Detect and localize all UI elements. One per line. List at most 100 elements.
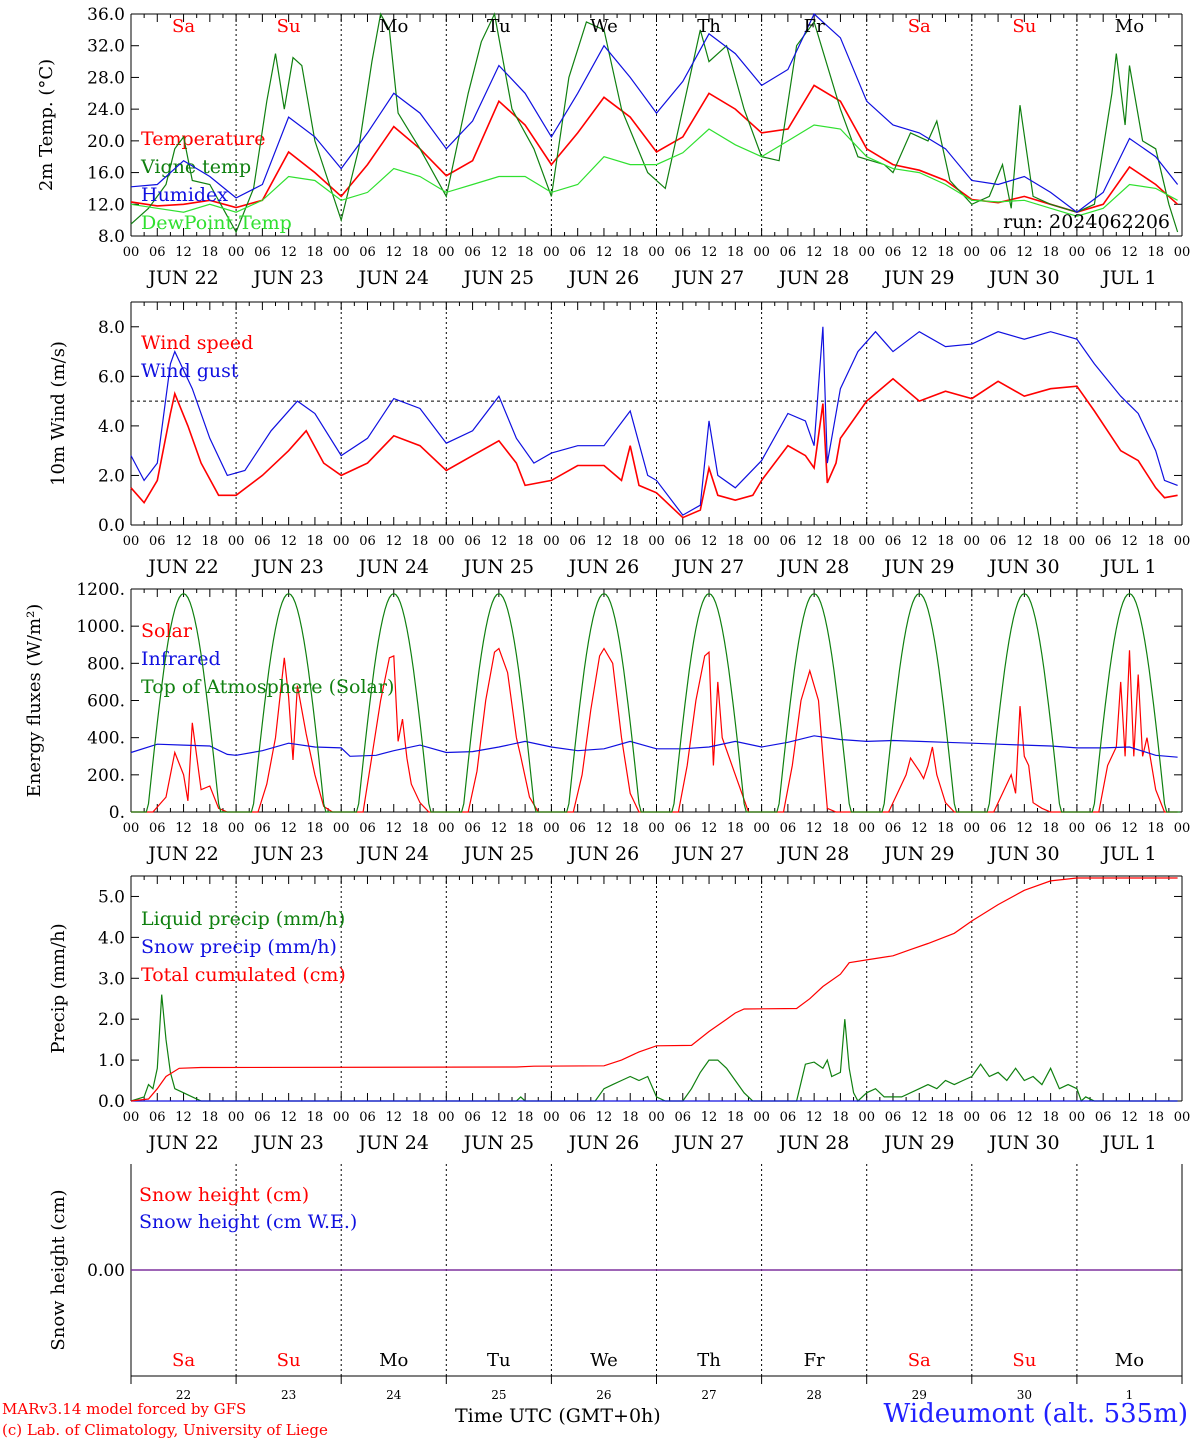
hour-tick-label: 06	[780, 821, 797, 836]
hour-tick-label: 18	[727, 1110, 744, 1125]
date-label: JUN 29	[882, 1132, 954, 1154]
hour-tick-label: 18	[1042, 245, 1059, 260]
hour-tick-label: 18	[307, 821, 324, 836]
hour-tick-label: 12	[1121, 245, 1138, 260]
hour-tick-label: 18	[1042, 1110, 1059, 1125]
hour-tick-label: 00	[333, 534, 350, 549]
hour-tick-label: 12	[1016, 821, 1033, 836]
model-credits: MARv3.14 model forced by GFS (c) Lab. of…	[2, 1399, 328, 1441]
hour-tick-label: 12	[491, 1110, 508, 1125]
date-label: JUN 24	[357, 843, 429, 865]
legend-entry: Humidex	[141, 184, 228, 206]
hour-tick-label: 18	[517, 245, 534, 260]
day-number: 24	[386, 1388, 402, 1402]
hour-tick-label: 18	[727, 821, 744, 836]
date-label: JUN 28	[777, 556, 849, 578]
hour-tick-label: 00	[1069, 1110, 1086, 1125]
hour-tick-label: 00	[648, 1110, 665, 1125]
hour-tick-label: 00	[228, 534, 245, 549]
hour-tick-label: 12	[806, 821, 823, 836]
hour-tick-label: 18	[937, 245, 954, 260]
hour-tick-label: 00	[438, 1110, 455, 1125]
date-label: JUL 1	[1100, 267, 1156, 289]
hour-tick-label: 00	[964, 821, 981, 836]
hour-tick-label: 06	[990, 821, 1007, 836]
y-axis-label: Snow height (cm)	[48, 1189, 69, 1350]
hour-tick-label: 18	[517, 821, 534, 836]
date-label: JUL 1	[1100, 1132, 1156, 1154]
hour-tick-label: 06	[149, 1110, 166, 1125]
hour-tick-label: 18	[832, 821, 849, 836]
legend-entry: Top of Atmosphere (Solar)	[141, 676, 394, 698]
hour-tick-label: 12	[701, 1110, 718, 1125]
hour-tick-label: 12	[701, 245, 718, 260]
series-line	[130, 735, 1178, 758]
date-label: JUN 25	[462, 556, 534, 578]
hour-tick-label: 06	[675, 821, 692, 836]
hour-tick-label: 06	[569, 1110, 586, 1125]
date-label: JUN 29	[882, 843, 954, 865]
hour-tick-label: 06	[1095, 534, 1112, 549]
y-tick-label: 8.0	[98, 318, 125, 338]
hour-tick-label: 06	[359, 821, 376, 836]
hour-tick-label: 06	[569, 245, 586, 260]
hour-tick-label: 00	[648, 821, 665, 836]
series-line	[130, 377, 1178, 519]
y-tick-label: 32.0	[87, 37, 125, 57]
y-axis-label: 10m Wind (m/s)	[48, 341, 69, 486]
y-tick-label: 24.0	[87, 100, 125, 120]
hour-tick-label: 12	[1121, 1110, 1138, 1125]
date-label: JUN 30	[987, 267, 1059, 289]
date-label: JUN 27	[672, 556, 744, 578]
y-axis-label: Energy fluxes (W/m²)	[24, 604, 45, 798]
day-name-top: We	[590, 16, 618, 37]
y-tick-label: 1200.	[76, 580, 125, 600]
y-axis-label: 2m Temp. (°C)	[36, 59, 57, 191]
y-tick-label: 3.0	[98, 969, 125, 989]
date-label: JUN 23	[251, 1132, 323, 1154]
hour-tick-label: 06	[464, 821, 481, 836]
date-label: JUN 23	[251, 556, 323, 578]
day-number: 29	[912, 1388, 927, 1402]
hour-tick-label: 06	[359, 245, 376, 260]
legend-entry: Snow height (cm W.E.)	[139, 1211, 357, 1233]
hour-tick-label: 06	[885, 245, 902, 260]
y-tick-label: 2.0	[98, 466, 125, 486]
hour-tick-label: 12	[175, 821, 192, 836]
hour-tick-label: 00	[858, 1110, 875, 1125]
date-label: JUN 29	[882, 267, 954, 289]
hour-tick-label: 06	[569, 821, 586, 836]
hour-tick-label: 18	[937, 1110, 954, 1125]
day-name-bottom: Su	[277, 1350, 301, 1371]
hour-tick-label: 12	[1121, 821, 1138, 836]
hour-tick-label: 12	[701, 821, 718, 836]
date-label: JUN 30	[987, 1132, 1059, 1154]
day-name-bottom: Tu	[487, 1350, 511, 1371]
hour-tick-label: 06	[1095, 821, 1112, 836]
hour-tick-label: 00	[1069, 821, 1086, 836]
hour-tick-label: 18	[832, 245, 849, 260]
day-name-bottom: Mo	[1115, 1350, 1144, 1371]
hour-tick-label: 18	[412, 245, 429, 260]
legend-entry: Snow precip (mm/h)	[141, 936, 337, 958]
hour-tick-label: 06	[675, 245, 692, 260]
date-label: JUN 25	[462, 267, 534, 289]
hour-tick-label: 00	[543, 821, 560, 836]
hour-tick-label: 00	[333, 1110, 350, 1125]
y-axis-label: Precip (mm/h)	[48, 923, 69, 1053]
hour-tick-label: 06	[359, 1110, 376, 1125]
series-line	[130, 12, 1179, 234]
legend-entry: Vigne temp	[140, 156, 251, 178]
hour-tick-label: 06	[464, 534, 481, 549]
date-label: JUN 22	[146, 556, 218, 578]
legend-entry: Temperature	[141, 128, 265, 150]
hour-tick-label: 18	[202, 245, 219, 260]
hour-tick-label: 12	[491, 821, 508, 836]
hour-tick-label: 12	[1121, 534, 1138, 549]
hour-tick-label: 00	[228, 1110, 245, 1125]
x-axis-title: Time UTC (GMT+0h)	[455, 1405, 661, 1427]
hour-tick-label: 12	[385, 821, 402, 836]
hour-tick-label: 06	[149, 534, 166, 549]
day-number: 27	[701, 1388, 716, 1402]
series-line	[130, 84, 1179, 214]
